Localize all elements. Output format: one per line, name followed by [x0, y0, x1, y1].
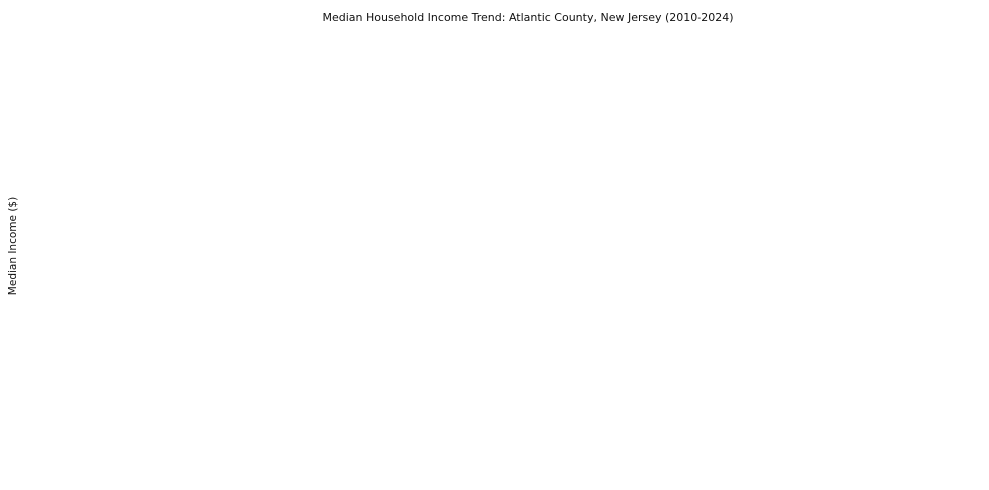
y-axis-label: Median Income ($): [7, 197, 19, 295]
chart-title: Median Household Income Trend: Atlantic …: [322, 11, 733, 24]
